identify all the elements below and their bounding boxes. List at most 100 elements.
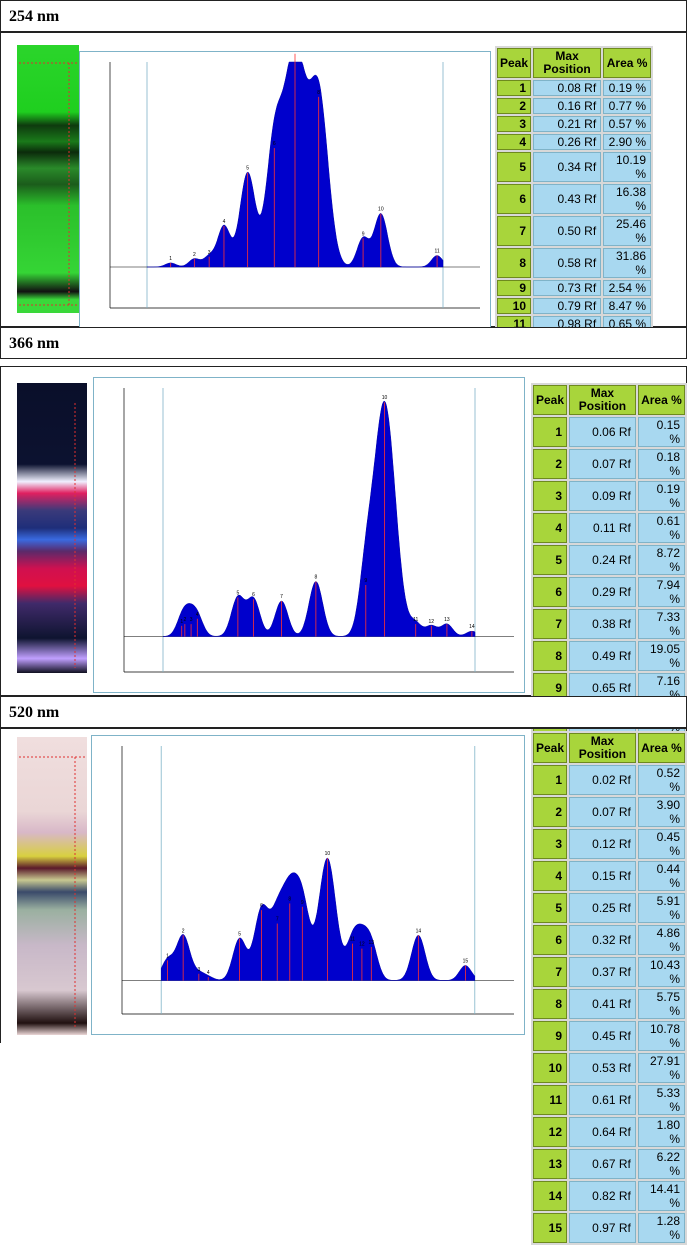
max-position: 0.82 Rf [569,1181,636,1211]
column-header: Max Position [533,48,602,78]
table-row: 8 0.58 Rf 31.86 % [497,248,651,278]
peak-label: 6 [273,141,276,147]
max-position: 0.53 Rf [569,1053,636,1083]
max-position: 0.12 Rf [569,829,636,859]
table-row: 6 0.29 Rf 7.94 % [533,577,685,607]
max-position: 0.49 Rf [569,641,636,671]
peak-number: 10 [533,1053,568,1083]
column-header: Area % [637,385,685,415]
peak-label: 13 [444,617,450,623]
max-position: 0.26 Rf [533,134,602,150]
peak-label: 13 [369,940,375,946]
peak-label: 6 [252,592,255,598]
max-position: 0.25 Rf [569,893,636,923]
peak-label: 15 [463,958,469,964]
plate-scale [19,62,77,306]
peak-number: 3 [533,481,568,511]
peak-number: 5 [533,545,568,575]
table-row: 1 0.06 Rf 0.15 % [533,417,685,447]
area-percent: 8.72 % [637,545,685,575]
column-header: Peak [533,733,568,763]
peak-label: 5 [238,932,241,938]
peak-label: 1 [166,953,169,959]
area-percent: 10.43 % [637,957,685,987]
table-row: 4 0.26 Rf 2.90 % [497,134,651,150]
table-row: 1 0.02 Rf 0.52 % [533,765,685,795]
densitogram-area [160,857,476,981]
peak-number: 8 [533,641,568,671]
area-percent: 19.05 % [637,641,685,671]
area-percent: 0.18 % [637,449,685,479]
table-row: 5 0.24 Rf 8.72 % [533,545,685,575]
area-percent: 0.77 % [603,98,651,114]
peak-number: 13 [533,1149,568,1179]
table-row: 2 0.07 Rf 3.90 % [533,797,685,827]
max-position: 0.24 Rf [569,545,636,575]
peak-number: 6 [533,925,568,955]
peak-number: 4 [533,861,568,891]
area-percent: 5.91 % [637,893,685,923]
area-percent: 0.45 % [637,829,685,859]
table-row: 2 0.07 Rf 0.18 % [533,449,685,479]
table-row: 5 0.25 Rf 5.91 % [533,893,685,923]
peak-label: 12 [429,619,435,625]
peak-label: 4 [196,612,199,618]
area-percent: 0.61 % [637,513,685,543]
peak-number: 4 [497,134,532,150]
peak-number: 12 [533,1117,568,1147]
table-row: 13 0.67 Rf 6.22 % [533,1149,685,1179]
area-percent: 16.38 % [603,184,651,214]
table-row: 1 0.08 Rf 0.19 % [497,80,651,96]
peak-label: 9 [301,900,304,906]
peak-number: 1 [533,765,568,795]
peak-label: 1 [169,256,172,262]
area-percent: 14.41 % [637,1181,685,1211]
peak-label: 3 [208,250,211,256]
max-position: 0.34 Rf [533,152,602,182]
section-header-520: 520 nm [0,696,687,728]
max-position: 0.97 Rf [569,1213,636,1243]
peak-label: 11 [413,617,418,623]
peak-number: 3 [533,829,568,859]
peak-number: 8 [533,989,568,1019]
area-percent: 7.33 % [637,609,685,639]
peak-label: 5 [246,166,249,172]
peak-number: 7 [497,216,532,246]
densitogram-area [162,400,476,637]
area-percent: 7.94 % [637,577,685,607]
table-row: 10 0.53 Rf 27.91 % [533,1053,685,1083]
table-row: 5 0.34 Rf 10.19 % [497,152,651,182]
area-percent: 0.52 % [637,765,685,795]
peak-table: Peak Max Position Area % 1 0.08 Rf 0.19 % 2 0.1… [495,46,653,334]
peak-label: 14 [416,928,422,934]
section-header-366: 366 nm [0,327,687,359]
table-row: 4 0.11 Rf 0.61 % [533,513,685,543]
peak-number: 6 [533,577,568,607]
peak-number: 11 [533,1085,568,1115]
column-header: Peak [497,48,532,78]
column-header: Max Position [569,733,636,763]
max-position: 0.43 Rf [533,184,602,214]
peak-label: 4 [207,970,210,976]
area-percent: 1.28 % [637,1213,685,1243]
max-position: 0.50 Rf [533,216,602,246]
peak-label: 7 [276,917,279,923]
peak-label: 8 [288,896,291,902]
peak-label: 3 [190,617,193,623]
area-percent: 0.44 % [637,861,685,891]
area-percent: 31.86 % [603,248,651,278]
max-position: 0.61 Rf [569,1085,636,1115]
peak-number: 10 [497,298,532,314]
table-row: 3 0.12 Rf 0.45 % [533,829,685,859]
peak-label: 8 [314,574,317,580]
peak-number: 3 [497,116,532,132]
max-position: 0.08 Rf [533,80,602,96]
table-row: 3 0.09 Rf 0.19 % [533,481,685,511]
area-percent: 10.78 % [637,1021,685,1051]
table-row: 10 0.79 Rf 8.47 % [497,298,651,314]
peak-label: 1 [180,619,183,625]
densitogram-chart: 1 2 3 4 5 6 7 8 9 10 11 12 13 14 [93,377,525,693]
section-header-254: 254 nm [0,0,687,32]
peak-number: 2 [497,98,532,114]
table-row: 9 0.73 Rf 2.54 % [497,280,651,296]
